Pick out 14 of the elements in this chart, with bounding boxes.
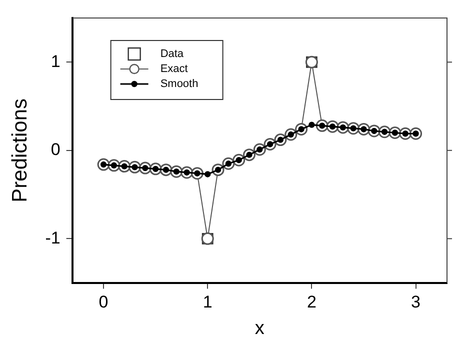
y-tick-label: 0: [50, 140, 60, 160]
point: [308, 122, 315, 128]
x-tick-label: 3: [411, 292, 421, 312]
y-tick-label: 1: [50, 52, 60, 71]
legend-label: Data: [160, 48, 184, 60]
x-tick-label: 1: [202, 292, 212, 312]
legend-label: Exact: [160, 63, 188, 76]
x-axis-title: x: [254, 318, 265, 339]
point: [204, 171, 211, 178]
x-tick-label: 2: [306, 292, 316, 312]
x-tick-label: 0: [98, 292, 108, 312]
legend-label: Smooth: [160, 78, 198, 90]
y-axis-title: Predictions: [8, 98, 32, 202]
y-tick-label: -1: [45, 228, 60, 248]
